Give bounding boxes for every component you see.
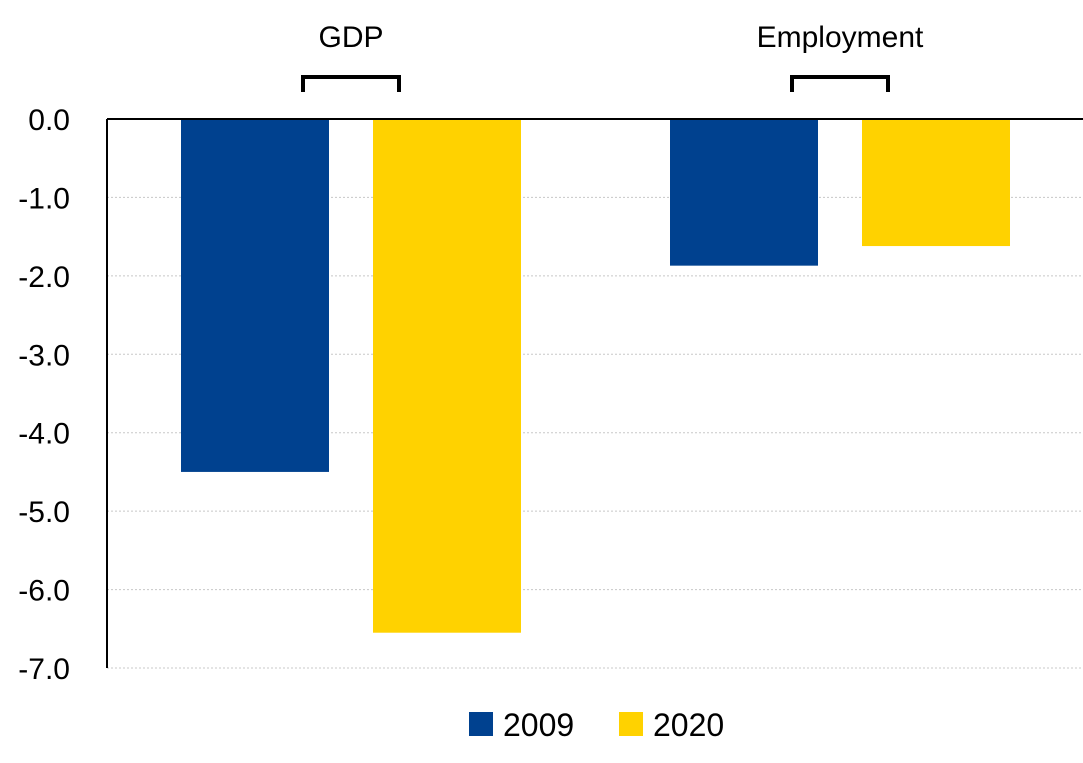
y-tick-label: 0.0 (28, 104, 70, 137)
gridlines (107, 196, 1083, 669)
legend: 2009 2020 (469, 707, 724, 743)
bar-gdp-2020 (373, 119, 521, 633)
legend-swatch (619, 712, 643, 736)
bar-employment-2020 (862, 119, 1010, 247)
category-bracket (301, 75, 401, 92)
y-tick-label: -5.0 (18, 496, 70, 529)
y-tick-label: -2.0 (18, 261, 70, 294)
y-tick-label: -7.0 (18, 653, 70, 686)
category-label: Employment (757, 21, 924, 54)
legend-label: 2009 (503, 707, 574, 743)
y-tick-label: -1.0 (18, 182, 70, 215)
y-tick-label: -4.0 (18, 418, 70, 451)
bar-employment-2009 (670, 119, 818, 266)
category-labels: GDP Employment (301, 21, 924, 92)
legend-label: 2020 (653, 707, 724, 743)
y-tick-labels: 0.0 -1.0 -2.0 -3.0 -4.0 -5.0 -6.0 -7.0 (18, 104, 70, 686)
category-label: GDP (318, 21, 383, 54)
legend-swatch (469, 712, 493, 736)
category-bracket (790, 75, 890, 92)
y-tick-label: -3.0 (18, 339, 70, 372)
bars (181, 119, 1010, 633)
bar-gdp-2009 (181, 119, 329, 472)
y-tick-label: -6.0 (18, 575, 70, 608)
